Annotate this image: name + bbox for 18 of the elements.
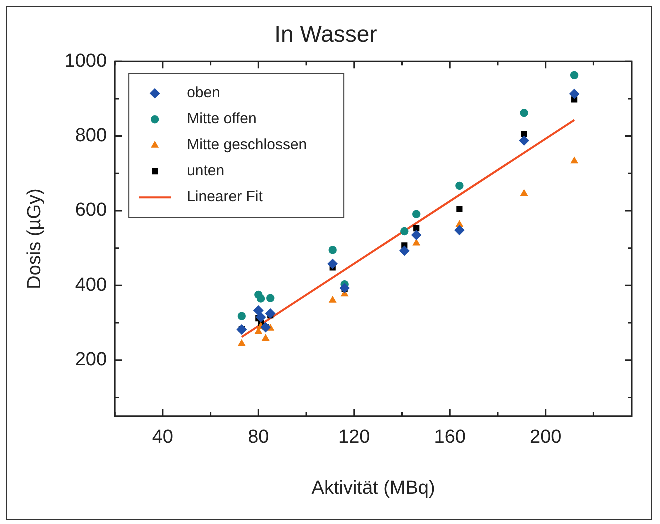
x-tick-label: 120 bbox=[338, 427, 370, 448]
legend-label: Mitte offen bbox=[187, 110, 257, 128]
legend-label: Linearer Fit bbox=[187, 188, 264, 206]
y-tick-label: 1000 bbox=[64, 50, 108, 72]
x-tick-label: 160 bbox=[434, 427, 466, 448]
y-tick-label: 800 bbox=[75, 126, 108, 147]
x-tick-label: 80 bbox=[248, 427, 270, 448]
y-tick-label: 400 bbox=[75, 274, 108, 296]
y-tick-label: 200 bbox=[75, 350, 108, 371]
x-tick-label: 40 bbox=[152, 427, 174, 448]
legend-label: unten bbox=[187, 162, 225, 180]
y-axis-title: Dosis (µGy) bbox=[24, 188, 46, 290]
chart-title: In Wasser bbox=[274, 21, 378, 48]
legend-label: Mitte geschlossen bbox=[187, 136, 308, 154]
x-tick-label: 200 bbox=[530, 427, 562, 448]
y-tick-label: 600 bbox=[75, 200, 108, 222]
legend-label: oben bbox=[187, 84, 220, 102]
x-axis-title: Aktivität (MBq) bbox=[312, 478, 436, 499]
